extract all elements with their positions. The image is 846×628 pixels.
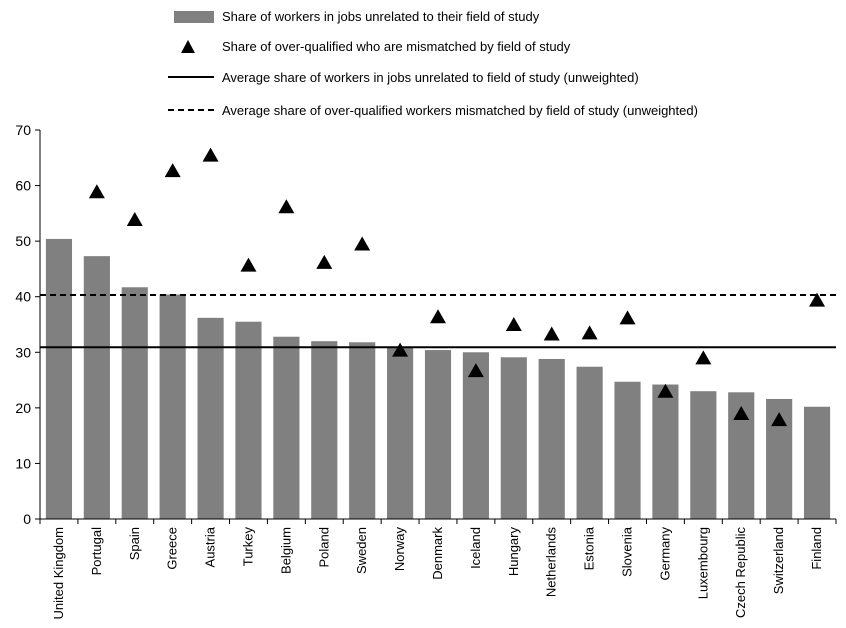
x-category-label: Belgium (278, 527, 293, 574)
triangle-marker (240, 257, 257, 272)
bar (576, 366, 603, 519)
bar (652, 384, 679, 519)
triangle-marker (809, 292, 826, 307)
legend-item-triangle: Share of over-qualified who are mismatch… (181, 39, 571, 54)
legend-triangle-marker (181, 40, 195, 53)
x-category-label: Estonia (582, 526, 597, 570)
triangle-marker (657, 383, 674, 398)
x-category-label: Czech Republic (733, 527, 748, 619)
bar (500, 357, 527, 519)
x-category-label: Germany (657, 527, 672, 581)
triangle-marker (126, 212, 143, 227)
triangle-marker (88, 184, 105, 199)
x-category-label: Sweden (354, 527, 369, 574)
bar (614, 381, 641, 519)
triangle-marker (733, 405, 750, 420)
x-category-label: Luxembourg (695, 527, 710, 599)
legend-bar-swatch (174, 11, 214, 23)
legend: Share of workers in jobs unrelated to th… (168, 9, 698, 118)
y-tick-label: 60 (15, 178, 31, 194)
x-category-label: United Kingdom (51, 527, 66, 620)
triangle-marker (202, 147, 219, 162)
x-category-label: Greece (165, 527, 180, 570)
triangle-marker (316, 254, 333, 269)
bar (690, 391, 717, 519)
x-category-label: Hungary (506, 527, 521, 577)
legend-triangle-label: Share of over-qualified who are mismatch… (222, 39, 571, 54)
y-tick-label: 50 (15, 233, 31, 249)
x-category-label: Spain (127, 527, 142, 560)
x-category-label: Iceland (468, 527, 483, 569)
y-tick-label: 30 (15, 344, 31, 360)
bar (45, 238, 73, 520)
x-category-label: Norway (392, 527, 407, 572)
x-category-label: Poland (316, 527, 331, 567)
x-category-label: Netherlands (544, 527, 559, 598)
plot-area: 0 10 20 30 40 50 60 70 United Kingdom Portugal Spa… (15, 122, 837, 620)
triangle-marker (430, 309, 446, 324)
bar (83, 256, 110, 519)
triangle-marker (278, 199, 295, 214)
x-category-label: Portugal (89, 527, 104, 576)
legend-item-solid-line: Average share of workers in jobs unrelat… (168, 70, 639, 85)
legend-dashed-line-label: Average share of over-qualified workers … (222, 103, 698, 118)
bar (159, 294, 186, 519)
bar (235, 321, 262, 519)
bar (538, 358, 565, 519)
triangle-marker (392, 342, 409, 357)
triangle-marker (505, 317, 522, 332)
bar (424, 350, 452, 519)
x-category-label: Finland (809, 527, 824, 570)
bar (387, 347, 414, 519)
triangle-marker (164, 163, 181, 178)
x-category-label: Turkey (240, 527, 255, 567)
triangle-marker (771, 412, 788, 427)
y-tick-label: 0 (23, 511, 31, 527)
triangle-marker (354, 236, 371, 251)
y-tick-label: 20 (15, 400, 31, 416)
triangle-marker (619, 310, 636, 325)
y-tick-label: 70 (15, 122, 31, 138)
bar (121, 287, 148, 519)
triangle-marker (467, 363, 484, 378)
bar (349, 342, 376, 519)
bar (197, 317, 224, 519)
triangle-marker (543, 326, 560, 341)
bar (803, 406, 831, 519)
triangle-marker (695, 350, 712, 365)
legend-item-dashed-line: Average share of over-qualified workers … (168, 103, 698, 118)
legend-solid-line-label: Average share of workers in jobs unrelat… (222, 70, 639, 85)
y-tick-label: 10 (15, 455, 31, 471)
legend-item-bar: Share of workers in jobs unrelated to th… (174, 9, 540, 24)
x-category-label: Switzerland (771, 527, 786, 594)
x-category-label: Austria (203, 526, 218, 567)
bar (273, 336, 300, 519)
x-category-label: Slovenia (620, 526, 635, 577)
y-tick-label: 40 (15, 289, 31, 305)
bar (311, 341, 338, 519)
bar (462, 352, 489, 519)
triangle-marker (581, 325, 598, 340)
legend-bar-label: Share of workers in jobs unrelated to th… (222, 9, 540, 24)
x-category-label: Denmark (430, 527, 445, 580)
